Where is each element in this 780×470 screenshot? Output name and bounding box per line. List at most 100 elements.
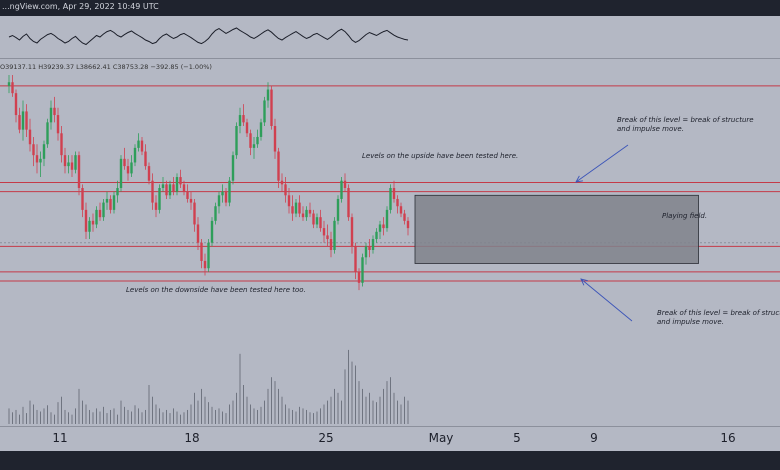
candle-body (350, 217, 354, 247)
candle-body (326, 235, 329, 240)
volume-bar (197, 400, 199, 424)
candle-body (406, 220, 410, 229)
candle-body (25, 111, 28, 130)
candle-body (161, 184, 165, 188)
volume-bar (78, 388, 80, 424)
volume-bar (138, 408, 139, 424)
x-tick-label: 25 (318, 431, 334, 445)
volume-bar (267, 388, 269, 424)
volume-bar (369, 392, 370, 424)
candle-body (347, 188, 350, 218)
candle-body (105, 198, 109, 203)
candle-body (158, 188, 161, 210)
footer-bar (0, 451, 780, 470)
price-chart[interactable] (0, 0, 780, 426)
candle-body (46, 122, 49, 145)
volume-bar (47, 405, 48, 424)
candle-body (112, 195, 116, 210)
candle-body (396, 198, 399, 207)
candle-body (119, 158, 123, 188)
volume-bar (365, 396, 367, 424)
candle-body (291, 206, 294, 214)
time-axis[interactable]: 11 18 25 May 5 9 16 (0, 426, 780, 451)
candle-body (238, 115, 242, 126)
candle-body (375, 231, 378, 240)
volume-bar (204, 396, 206, 424)
candle-body (361, 257, 364, 283)
candle-body (231, 155, 235, 181)
candle-body (49, 107, 53, 123)
volume-bar (15, 409, 17, 424)
candle-body (266, 89, 270, 101)
candle-body (63, 155, 67, 167)
candle-body (67, 162, 70, 167)
candle-body (196, 224, 200, 243)
volume-bar (299, 406, 300, 424)
volume-bar (351, 361, 353, 424)
volume-bar (264, 400, 265, 424)
candle-body (343, 180, 347, 188)
volume-bar (68, 412, 69, 424)
candle-body (7, 82, 11, 86)
candle-body (182, 184, 186, 192)
candle-body (329, 239, 333, 250)
volume-bar (348, 349, 349, 424)
candle-body (130, 162, 133, 174)
pane-divider[interactable] (0, 58, 780, 59)
volume-bar (64, 409, 66, 424)
candle-body (214, 206, 217, 221)
candle-body (315, 217, 319, 225)
candle-body (137, 140, 140, 148)
volume-bar (260, 406, 262, 424)
volume-bar (225, 413, 227, 424)
candle-body (28, 129, 32, 145)
volume-bar (302, 408, 304, 424)
playing-field-box (414, 194, 699, 264)
candle-body (116, 188, 119, 196)
candle-body (389, 188, 392, 210)
volume-bar (372, 400, 374, 424)
candle-body (368, 246, 371, 250)
annotation-upside: Levels on the upside have been tested he… (362, 152, 519, 160)
volume-bar (215, 409, 216, 424)
volume-bar (358, 381, 360, 424)
candle-body (403, 213, 406, 221)
header-bar: ...ngView.com, Apr 29, 2022 10:49 UTC (0, 0, 780, 16)
candle-body (91, 220, 95, 225)
candle-body (203, 260, 207, 269)
x-tick-label: May (428, 431, 454, 445)
volume-bar (285, 404, 286, 424)
volume-bar (407, 400, 409, 424)
annotation-break-bottom: Break of this level = break of structure… (657, 309, 780, 327)
annotation-playing-field: Playing field. (662, 212, 708, 220)
volume-bar (103, 406, 104, 424)
volume-bar (92, 412, 94, 424)
volume-bar (376, 402, 377, 424)
volume-bar (99, 411, 101, 424)
candle-body (151, 180, 154, 203)
volume-bar (306, 409, 307, 424)
candle-body (168, 184, 172, 196)
volume-bar (22, 406, 24, 424)
volume-bar (50, 412, 52, 424)
volume-bar (274, 381, 276, 424)
candle-body (364, 246, 368, 258)
volume-bar (113, 408, 115, 424)
candle-body (189, 198, 193, 203)
volume-bar (40, 411, 41, 424)
volume-bar (292, 409, 293, 424)
candle-body (357, 271, 361, 283)
candle-body (207, 242, 210, 269)
candle-body (256, 136, 259, 145)
volume-bar (271, 377, 272, 424)
volume-bar (173, 408, 174, 424)
volume-bar (362, 388, 363, 424)
candle-body (378, 224, 382, 232)
candle-body (392, 188, 396, 199)
arrow-top-head (575, 175, 583, 183)
volume-bar (327, 400, 328, 424)
volume-bar (43, 408, 45, 424)
annotation-break-top-line2: and impulse move. (617, 125, 684, 133)
volume-bar (397, 400, 398, 424)
arrow-bottom (580, 278, 633, 322)
